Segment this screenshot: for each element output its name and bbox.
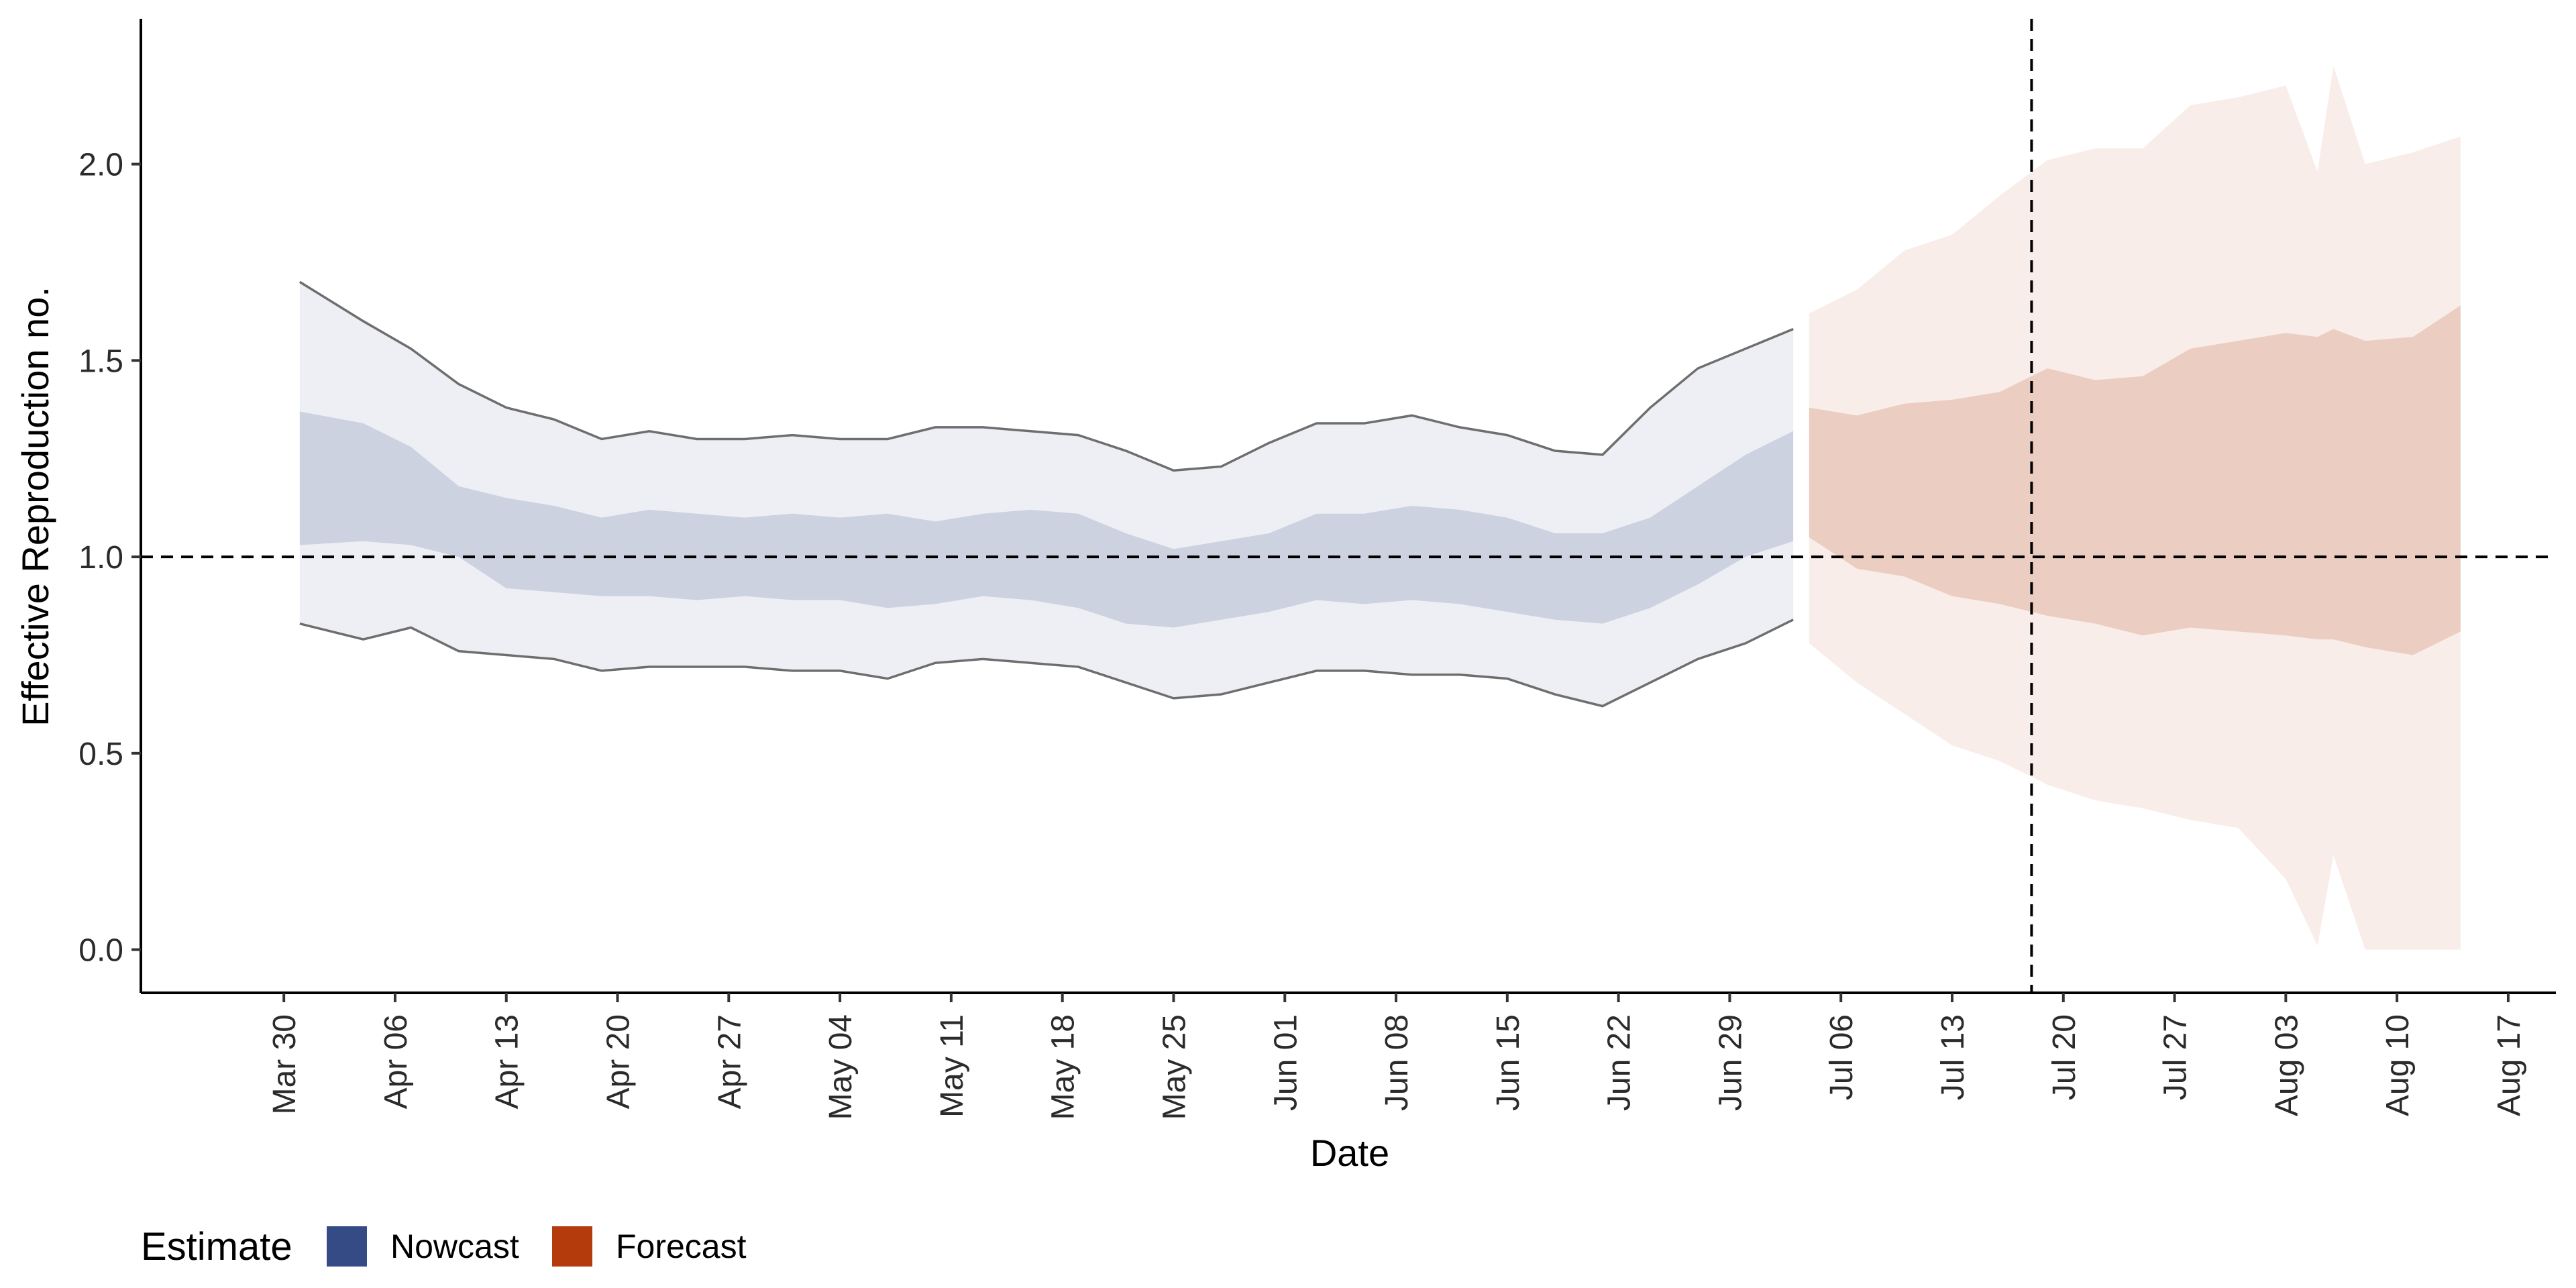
nowcast-inner-band — [299, 411, 1794, 628]
x-axis-title: Date — [1310, 1132, 1389, 1174]
x-tick-label: Jun 08 — [1379, 1014, 1415, 1111]
y-tick-label: 1.5 — [78, 343, 123, 379]
forecast-inner-band — [1809, 305, 2461, 655]
axes — [131, 19, 2556, 1002]
x-tick-label: Aug 03 — [2269, 1014, 2304, 1116]
nowcast-lower-bound-line — [299, 619, 1794, 708]
legend-title: Estimate — [141, 1225, 292, 1269]
legend-key-nowcast — [327, 1226, 367, 1267]
x-tick-label: Apr 13 — [490, 1014, 525, 1109]
y-tick-label: 0.5 — [78, 737, 123, 772]
y-tick-label: 2.0 — [78, 148, 123, 183]
y-tick-label: 0.0 — [78, 933, 123, 969]
forecast-outer-band — [1809, 66, 2461, 950]
nowcast-outer-band — [299, 282, 1794, 706]
x-tick-label: Mar 30 — [267, 1014, 303, 1114]
nowcast-upper-bound-line — [299, 280, 1794, 472]
x-tick-label: Jun 29 — [1713, 1014, 1748, 1111]
y-axis-title: Effective Reproduction no. — [14, 286, 56, 727]
x-tick-label: Jul 13 — [1935, 1014, 1971, 1100]
y-tick-label: 1.0 — [78, 540, 123, 576]
x-tick-label: Jul 06 — [1824, 1014, 1860, 1100]
x-tick-label: Jul 27 — [2158, 1014, 2194, 1100]
x-tick-label: May 18 — [1046, 1014, 1081, 1120]
x-tick-label: Aug 10 — [2380, 1014, 2416, 1116]
x-tick-label: Apr 20 — [601, 1014, 637, 1109]
legend: Estimate Nowcast Forecast — [141, 1225, 747, 1269]
x-tick-label: May 04 — [823, 1014, 859, 1120]
reference-lines — [141, 19, 2556, 993]
x-tick-label: Jul 20 — [2047, 1014, 2082, 1100]
x-tick-label: May 11 — [934, 1014, 970, 1118]
x-tick-label: Jun 01 — [1268, 1014, 1303, 1111]
x-tick-label: Aug 17 — [2491, 1014, 2527, 1116]
tick-labels: 0.0 0.5 1.0 1.5 2.0 Mar 30 Apr 06 Apr 13 Apr 20 A… — [78, 148, 2527, 1120]
estimate-bands — [299, 66, 2461, 950]
x-tick-label: Jun 22 — [1602, 1014, 1638, 1111]
x-tick-label: Jun 15 — [1491, 1014, 1526, 1111]
legend-key-forecast — [552, 1226, 592, 1267]
legend-label-forecast: Forecast — [616, 1228, 747, 1265]
legend-label-nowcast: Nowcast — [390, 1228, 519, 1265]
x-tick-label: Apr 06 — [378, 1014, 414, 1109]
x-tick-label: May 25 — [1157, 1014, 1192, 1120]
x-tick-label: Apr 27 — [712, 1014, 747, 1109]
